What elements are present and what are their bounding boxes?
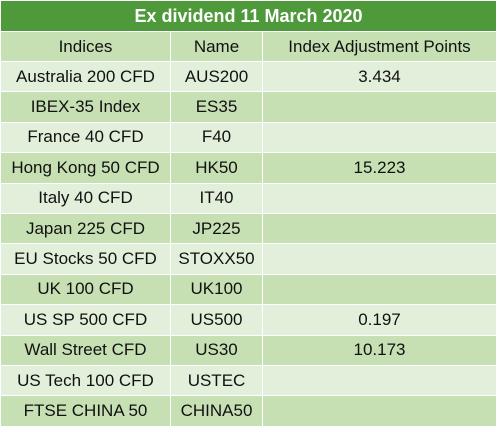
points-cell (263, 274, 496, 304)
points-cell: 15.223 (263, 153, 496, 183)
index-cell: Australia 200 CFD (1, 62, 171, 92)
index-cell: France 40 CFD (1, 122, 171, 152)
points-cell (263, 122, 496, 152)
name-cell: UK100 (171, 274, 263, 304)
name-cell: USTEC (171, 365, 263, 395)
points-cell: 10.173 (263, 335, 496, 365)
name-cell: F40 (171, 122, 263, 152)
name-cell: US500 (171, 305, 263, 335)
index-cell: FTSE CHINA 50 (1, 396, 171, 426)
header-row: Indices Name Index Adjustment Points (1, 32, 496, 62)
name-cell: ES35 (171, 92, 263, 122)
name-cell: AUS200 (171, 62, 263, 92)
name-cell: US30 (171, 335, 263, 365)
points-cell (263, 92, 496, 122)
points-cell (263, 365, 496, 395)
header-cell: Name (171, 32, 263, 62)
name-cell: CHINA50 (171, 396, 263, 426)
index-cell: US Tech 100 CFD (1, 365, 171, 395)
table-title: Ex dividend 11 March 2020 (1, 1, 496, 32)
points-cell: 0.197 (263, 305, 496, 335)
points-cell (263, 213, 496, 243)
index-cell: US SP 500 CFD (1, 305, 171, 335)
header-cell: Index Adjustment Points (263, 32, 496, 62)
name-cell: IT40 (171, 183, 263, 213)
points-cell (263, 396, 496, 426)
index-cell: Hong Kong 50 CFD (1, 153, 171, 183)
name-cell: HK50 (171, 153, 263, 183)
index-cell: IBEX-35 Index (1, 92, 171, 122)
index-cell: Italy 40 CFD (1, 183, 171, 213)
title-row: Ex dividend 11 March 2020 (1, 1, 496, 32)
name-cell: JP225 (171, 213, 263, 243)
name-cell: STOXX50 (171, 244, 263, 274)
index-cell: EU Stocks 50 CFD (1, 244, 171, 274)
points-cell (263, 183, 496, 213)
points-cell: 3.434 (263, 62, 496, 92)
points-cell (263, 244, 496, 274)
header-cell: Indices (1, 32, 171, 62)
index-cell: Japan 225 CFD (1, 213, 171, 243)
index-cell: Wall Street CFD (1, 335, 171, 365)
index-cell: UK 100 CFD (1, 274, 171, 304)
